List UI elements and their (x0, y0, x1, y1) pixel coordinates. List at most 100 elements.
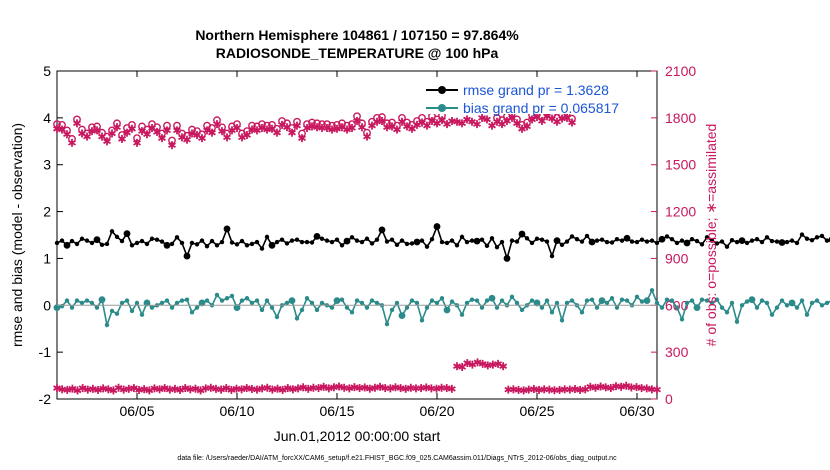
obs-assimilated-point (358, 123, 366, 132)
series-point-rmse (579, 239, 585, 244)
series-point-rmse (759, 239, 765, 245)
series-point-rmse (179, 240, 185, 246)
series-point-rmse (93, 236, 101, 244)
y-right-tick-label: 0 (665, 391, 673, 407)
obs-assimilated-point (63, 130, 71, 139)
series-point-bias (288, 297, 296, 304)
series-point-rmse (174, 235, 180, 240)
series-point-rmse (824, 238, 830, 243)
series-point-bias (84, 298, 90, 303)
obs-assimilated-point (93, 126, 101, 135)
series-point-rmse (679, 238, 685, 243)
series-point-bias (594, 305, 600, 310)
series-point-bias (514, 300, 520, 306)
series-point-rmse (724, 244, 730, 249)
obs-assimilated-point (158, 134, 166, 143)
series-point-bias (314, 307, 320, 313)
series-point-rmse (183, 252, 191, 260)
obs-assimilated-point (208, 128, 216, 137)
series-point-bias (739, 303, 745, 308)
series-point-rmse (254, 239, 260, 245)
series-point-rmse (459, 234, 465, 240)
obs-assimilated-point (563, 113, 571, 122)
series-point-bias (164, 298, 170, 303)
obs-assimilated-bottom-point (222, 384, 231, 393)
series-point-rmse (324, 238, 330, 243)
series-point-bias (519, 307, 525, 313)
obs-assimilated-point (393, 125, 401, 134)
series-point-rmse (209, 238, 215, 244)
series-point-bias (649, 288, 655, 293)
series-point-bias (129, 308, 135, 314)
legend: rmse grand pr = 1.3628 bias grand pr = 0… (420, 80, 640, 116)
series-point-bias (319, 300, 325, 306)
series-point-bias (584, 298, 590, 303)
y-right-label: # of obs: o=possible; ∗=assimilated (703, 124, 719, 347)
series-point-rmse (754, 237, 760, 242)
series-point-bias (774, 305, 780, 310)
series-point-bias (329, 305, 335, 310)
obs-assimilated-point (98, 132, 106, 141)
obs-assimilated-point (523, 122, 531, 131)
obs-assimilated-point (568, 118, 576, 127)
series-point-rmse (569, 234, 575, 239)
series-point-bias (464, 300, 470, 306)
series-point-bias (769, 312, 775, 317)
series-point-bias (564, 300, 570, 306)
series-point-rmse (413, 238, 421, 246)
obs-assimilated-point (293, 121, 301, 130)
series-point-rmse (778, 239, 786, 246)
series-point-bias (759, 298, 765, 303)
series-point-rmse (339, 243, 345, 248)
series-point-rmse (623, 234, 631, 242)
obs-assimilated-bottom-point (653, 385, 661, 394)
series-point-bias (443, 306, 451, 314)
series-point-rmse (223, 225, 231, 233)
obs-assimilated-bottom-point (622, 381, 631, 390)
series-point-rmse (268, 241, 276, 249)
series-point-bias (189, 310, 195, 315)
y-left-tick-label: 4 (43, 110, 51, 126)
series-point-bias (119, 300, 125, 306)
series-point-bias (689, 298, 695, 303)
series-point-bias (224, 296, 230, 301)
series-point-rmse (529, 240, 535, 246)
series-point-rmse (54, 240, 60, 246)
obs-assimilated-point (453, 117, 461, 126)
obs-assimilated-point (508, 113, 516, 122)
series-point-rmse (709, 238, 715, 243)
series-point-bias (674, 305, 680, 310)
obs-assimilated-bottom-point (78, 384, 87, 393)
legend-bias-marker (438, 104, 446, 112)
y-left-tick-label: 5 (43, 63, 51, 79)
series-point-rmse (419, 238, 425, 243)
series-point-rmse (149, 236, 155, 241)
series-point-rmse (634, 239, 640, 245)
series-point-bias (598, 297, 606, 304)
series-point-bias (169, 305, 175, 310)
series-point-rmse (404, 241, 410, 247)
y-left-tick-label: 3 (43, 157, 51, 173)
series-point-rmse (384, 239, 390, 244)
series-point-bias (134, 300, 140, 306)
y-left-tick-label: -1 (39, 344, 52, 360)
series-point-rmse (394, 242, 400, 248)
obs-assimilated-bottom-point (217, 385, 226, 394)
series-point-rmse (134, 240, 140, 246)
series-point-bias (709, 300, 715, 306)
series-point-bias (824, 300, 830, 306)
series-point-rmse (794, 240, 800, 246)
obs-assimilated-point (363, 132, 371, 141)
series-point-rmse (299, 239, 305, 245)
series-point-bias (104, 322, 110, 328)
obs-assimilated-bottom-point (499, 362, 508, 371)
series-point-rmse (473, 237, 481, 245)
series-point-bias (404, 305, 410, 310)
series-point-rmse (734, 239, 740, 245)
series-point-bias (734, 319, 740, 324)
obs-assimilated-bottom-point (191, 384, 200, 393)
series-point-rmse (129, 243, 135, 248)
y-right-tick-label: 1800 (665, 110, 696, 126)
series-point-bias (719, 305, 725, 310)
series-point-bias (533, 299, 541, 307)
